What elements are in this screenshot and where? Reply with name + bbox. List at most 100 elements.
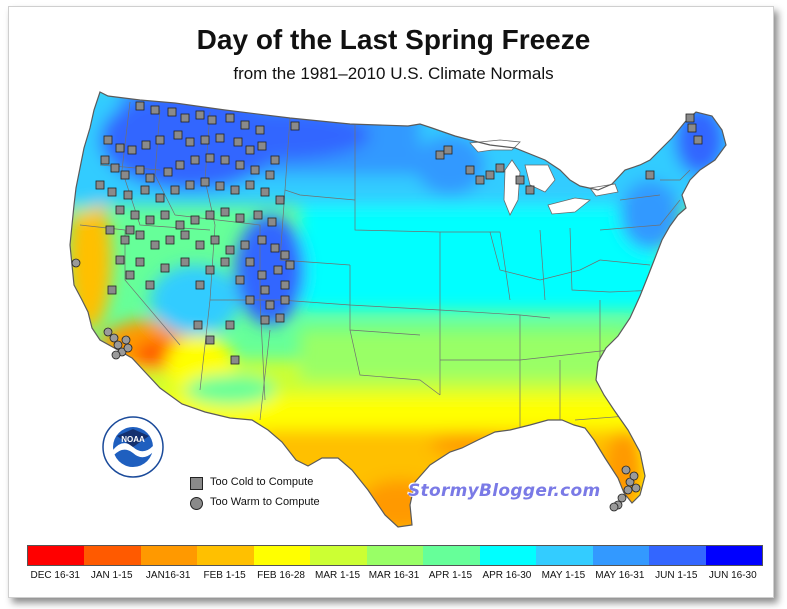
color-legend-swatch	[28, 546, 85, 565]
noaa-logo-text: NOAA	[121, 435, 145, 444]
too-cold-marker	[135, 165, 145, 175]
too-cold-marker	[285, 260, 295, 270]
too-cold-marker	[150, 240, 160, 250]
too-cold-marker	[107, 285, 117, 295]
too-warm-marker	[609, 502, 619, 512]
too-cold-marker	[260, 315, 270, 325]
too-cold-marker	[155, 193, 165, 203]
too-cold-marker	[145, 173, 155, 183]
too-cold-marker	[105, 225, 115, 235]
too-cold-marker	[475, 175, 485, 185]
too-cold-marker	[205, 335, 215, 345]
too-cold-marker	[123, 190, 133, 200]
color-legend-swatch	[310, 546, 367, 565]
too-cold-marker	[235, 213, 245, 223]
too-cold-marker	[165, 235, 175, 245]
watermark: StormyBlogger.com	[408, 481, 601, 501]
too-cold-marker	[693, 135, 703, 145]
color-legend-bar	[27, 545, 763, 566]
too-cold-marker	[145, 280, 155, 290]
too-warm-marker	[109, 333, 119, 343]
too-cold-marker	[235, 160, 245, 170]
too-warm-markers	[71, 258, 641, 512]
too-warm-marker	[617, 493, 627, 503]
color-legend-label: MAR 1-15	[315, 570, 361, 581]
too-cold-marker	[280, 295, 290, 305]
too-cold-marker	[160, 263, 170, 273]
too-cold-marker	[107, 187, 117, 197]
too-cold-marker	[245, 257, 255, 267]
too-cold-marker	[140, 185, 150, 195]
color-legend-label: JUN 16-30	[708, 570, 757, 581]
too-cold-marker	[260, 187, 270, 197]
too-warm-marker	[121, 335, 131, 345]
too-cold-marker	[180, 230, 190, 240]
too-cold-marker	[225, 320, 235, 330]
too-cold-marker	[685, 113, 695, 123]
too-cold-marker	[245, 295, 255, 305]
too-cold-marker	[115, 255, 125, 265]
map-title: Day of the Last Spring Freeze	[196, 24, 591, 55]
too-cold-marker	[233, 137, 243, 147]
too-warm-marker	[631, 483, 641, 493]
too-cold-marker	[180, 257, 190, 267]
too-warm-marker	[113, 340, 123, 350]
color-legend-label: APR 16-30	[482, 570, 532, 581]
color-legend-label: DEC 16-31	[30, 570, 80, 581]
too-cold-marker	[515, 175, 525, 185]
too-cold-marker	[141, 140, 151, 150]
too-cold-marker	[275, 313, 285, 323]
color-legend-label: JAN16-31	[145, 570, 191, 581]
too-cold-marker	[185, 180, 195, 190]
too-cold-marker	[495, 163, 505, 173]
too-cold-marker	[135, 230, 145, 240]
color-legend-labels: DEC 16-31 JAN 1-15 JAN16-31 FEB 1-15 FEB 16-…	[27, 570, 761, 584]
too-cold-marker	[130, 210, 140, 220]
too-cold-marker	[135, 257, 145, 267]
too-cold-markers	[95, 101, 703, 365]
too-cold-marker	[175, 160, 185, 170]
too-cold-marker	[127, 145, 137, 155]
color-legend-swatch	[705, 546, 763, 565]
too-warm-marker	[103, 327, 113, 337]
too-cold-marker	[103, 135, 113, 145]
too-cold-marker	[205, 265, 215, 275]
too-cold-marker	[195, 110, 205, 120]
color-legend-swatch	[197, 546, 254, 565]
too-cold-marker	[190, 215, 200, 225]
color-legend-label: JUN 1-15	[655, 570, 698, 581]
color-legend-swatch	[592, 546, 650, 565]
too-cold-marker	[120, 170, 130, 180]
too-cold-marker	[195, 280, 205, 290]
too-cold-marker	[175, 220, 185, 230]
too-cold-marker	[220, 155, 230, 165]
too-cold-marker	[465, 165, 475, 175]
color-legend-label: JAN 1-15	[90, 570, 133, 581]
too-cold-marker	[200, 135, 210, 145]
too-cold-marker	[207, 115, 217, 125]
color-legend-label: MAR 16-31	[368, 570, 420, 581]
too-cold-marker	[190, 155, 200, 165]
color-legend-swatch	[536, 546, 593, 565]
too-cold-marker	[245, 145, 255, 155]
too-cold-marker	[145, 215, 155, 225]
color-legend-label: FEB 16-28	[257, 570, 305, 581]
state-boundaries	[79, 101, 691, 430]
too-cold-marker	[185, 137, 195, 147]
too-cold-marker	[485, 170, 495, 180]
too-cold-marker	[260, 285, 270, 295]
too-cold-marker	[195, 240, 205, 250]
too-cold-marker	[267, 217, 277, 227]
too-cold-marker	[275, 195, 285, 205]
too-cold-marker	[205, 210, 215, 220]
too-cold-marker	[250, 165, 260, 175]
too-warm-circle-icon	[190, 497, 203, 510]
too-cold-marker	[95, 180, 105, 190]
too-cold-marker	[225, 245, 235, 255]
too-cold-marker	[210, 235, 220, 245]
too-cold-marker	[120, 235, 130, 245]
too-cold-marker	[215, 133, 225, 143]
too-cold-marker	[245, 180, 255, 190]
color-legend-swatch	[479, 546, 537, 565]
too-cold-marker	[167, 107, 177, 117]
